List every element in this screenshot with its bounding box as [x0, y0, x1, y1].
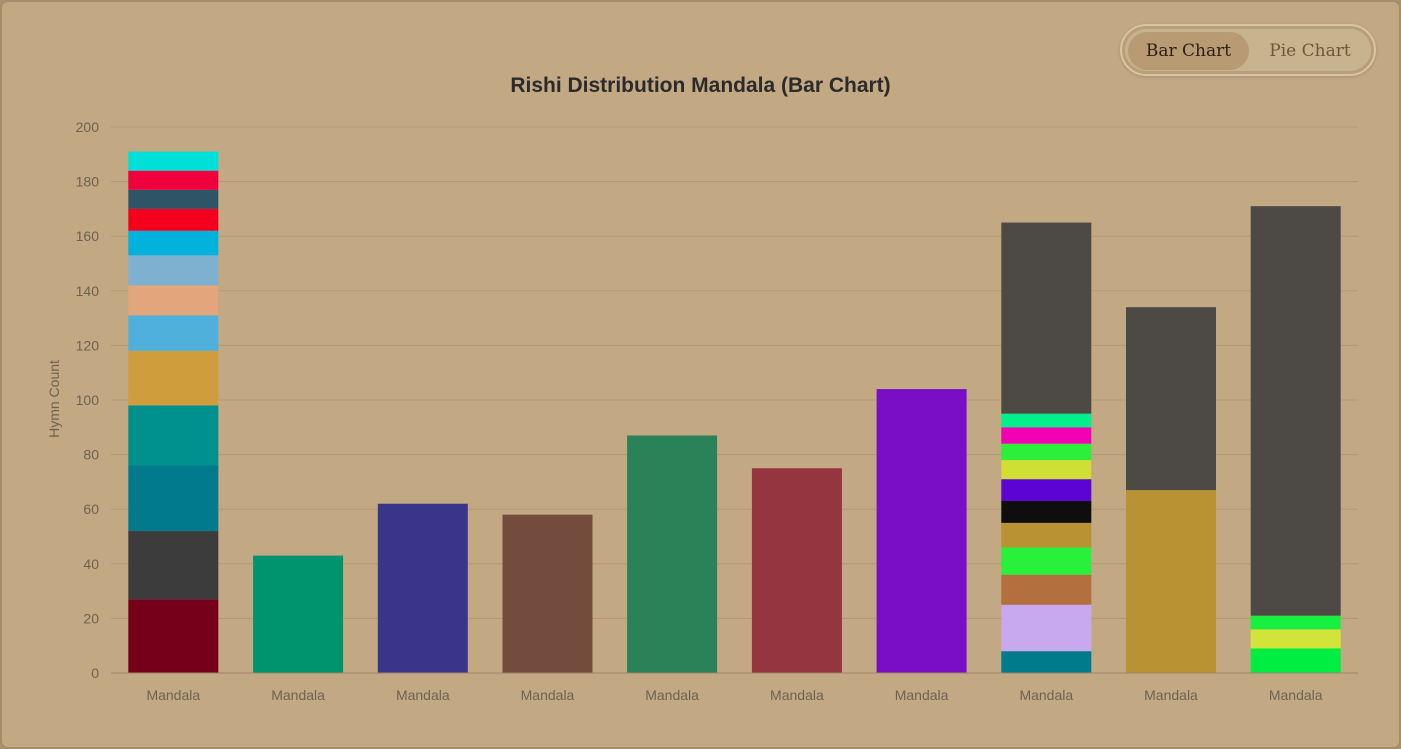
y-tick-label: 80: [83, 447, 99, 463]
y-tick-label: 60: [83, 501, 99, 517]
bar-chart-button[interactable]: Bar Chart: [1128, 32, 1249, 70]
bar: [751, 468, 842, 673]
bar-segment[interactable]: [128, 189, 219, 209]
bar-segment[interactable]: [128, 255, 219, 286]
bar-segment[interactable]: [1001, 460, 1092, 480]
y-tick-label: 0: [91, 665, 99, 681]
bar-segment[interactable]: [1001, 501, 1092, 523]
bar: [128, 151, 219, 673]
y-tick-label: 20: [83, 610, 99, 626]
x-tick-label: Mandala: [146, 687, 200, 703]
bar-segment[interactable]: [1001, 574, 1092, 605]
bar-segment[interactable]: [1001, 443, 1092, 461]
bar-segment[interactable]: [1126, 307, 1216, 491]
y-axis-ticks: 0 20 40 60 80 100 120 140 160 180 200: [76, 119, 100, 681]
bar-segment[interactable]: [1001, 547, 1092, 575]
y-tick-label: 140: [76, 283, 100, 299]
x-axis-ticks: Mandala Mandala Mandala Mandala Mandala Manda…: [146, 687, 1322, 703]
bar: [1126, 307, 1216, 673]
bar-segment[interactable]: [751, 468, 842, 673]
bar-segment[interactable]: [128, 208, 219, 231]
bar: [253, 555, 344, 673]
bar: [377, 503, 468, 673]
x-tick-label: Mandala: [1019, 687, 1073, 703]
x-tick-label: Mandala: [1269, 687, 1323, 703]
bar: [502, 514, 593, 673]
bar-segment[interactable]: [1250, 206, 1341, 616]
y-tick-label: 200: [76, 119, 100, 135]
x-tick-label: Mandala: [271, 687, 325, 703]
bar: [627, 435, 718, 673]
bar-segment[interactable]: [128, 405, 219, 466]
bar-segment[interactable]: [1001, 222, 1092, 414]
bar-segment[interactable]: [1250, 648, 1341, 673]
y-tick-label: 40: [83, 556, 99, 572]
bar-segment[interactable]: [128, 230, 219, 256]
bar-segment[interactable]: [128, 531, 219, 600]
bar: [1250, 206, 1341, 673]
x-tick-label: Mandala: [1144, 687, 1198, 703]
x-tick-label: Mandala: [396, 687, 450, 703]
x-tick-label: Mandala: [645, 687, 699, 703]
y-tick-label: 120: [76, 337, 100, 353]
y-tick-label: 160: [76, 228, 100, 244]
y-axis-title: Hymn Count: [46, 360, 62, 438]
bar-segment[interactable]: [1001, 651, 1092, 673]
bar-segment[interactable]: [1126, 490, 1216, 673]
chart-type-toggle: Bar Chart Pie Chart: [1120, 24, 1376, 76]
bar-segment[interactable]: [128, 285, 219, 316]
bar-segment[interactable]: [1001, 427, 1092, 444]
bar-segment[interactable]: [1001, 413, 1092, 428]
bar-segment[interactable]: [128, 350, 219, 406]
bar-segment[interactable]: [1250, 615, 1341, 630]
bar-segment[interactable]: [128, 151, 219, 171]
y-tick-label: 180: [76, 174, 100, 190]
bar-segment[interactable]: [1250, 629, 1341, 649]
bar-segment[interactable]: [502, 514, 593, 673]
y-tick-label: 100: [76, 392, 100, 408]
bar: [876, 389, 967, 673]
bar-segment[interactable]: [627, 435, 718, 673]
bar-segment[interactable]: [1001, 479, 1092, 502]
bar-segment[interactable]: [377, 503, 468, 673]
x-tick-label: Mandala: [521, 687, 575, 703]
bar-segment[interactable]: [128, 170, 219, 190]
chart-title: Rishi Distribution Mandala (Bar Chart): [510, 74, 891, 97]
bar: [1001, 222, 1092, 673]
bar-segment[interactable]: [128, 315, 219, 351]
bar-segment[interactable]: [128, 599, 219, 673]
bar-segment[interactable]: [1001, 604, 1092, 652]
x-tick-label: Mandala: [895, 687, 949, 703]
x-tick-label: Mandala: [770, 687, 824, 703]
bar-segment[interactable]: [876, 389, 967, 673]
bar-segment[interactable]: [128, 465, 219, 532]
bar-segment[interactable]: [1001, 522, 1092, 548]
pie-chart-button[interactable]: Pie Chart: [1269, 41, 1351, 61]
bars: [128, 151, 1341, 673]
bar-segment[interactable]: [253, 555, 344, 673]
